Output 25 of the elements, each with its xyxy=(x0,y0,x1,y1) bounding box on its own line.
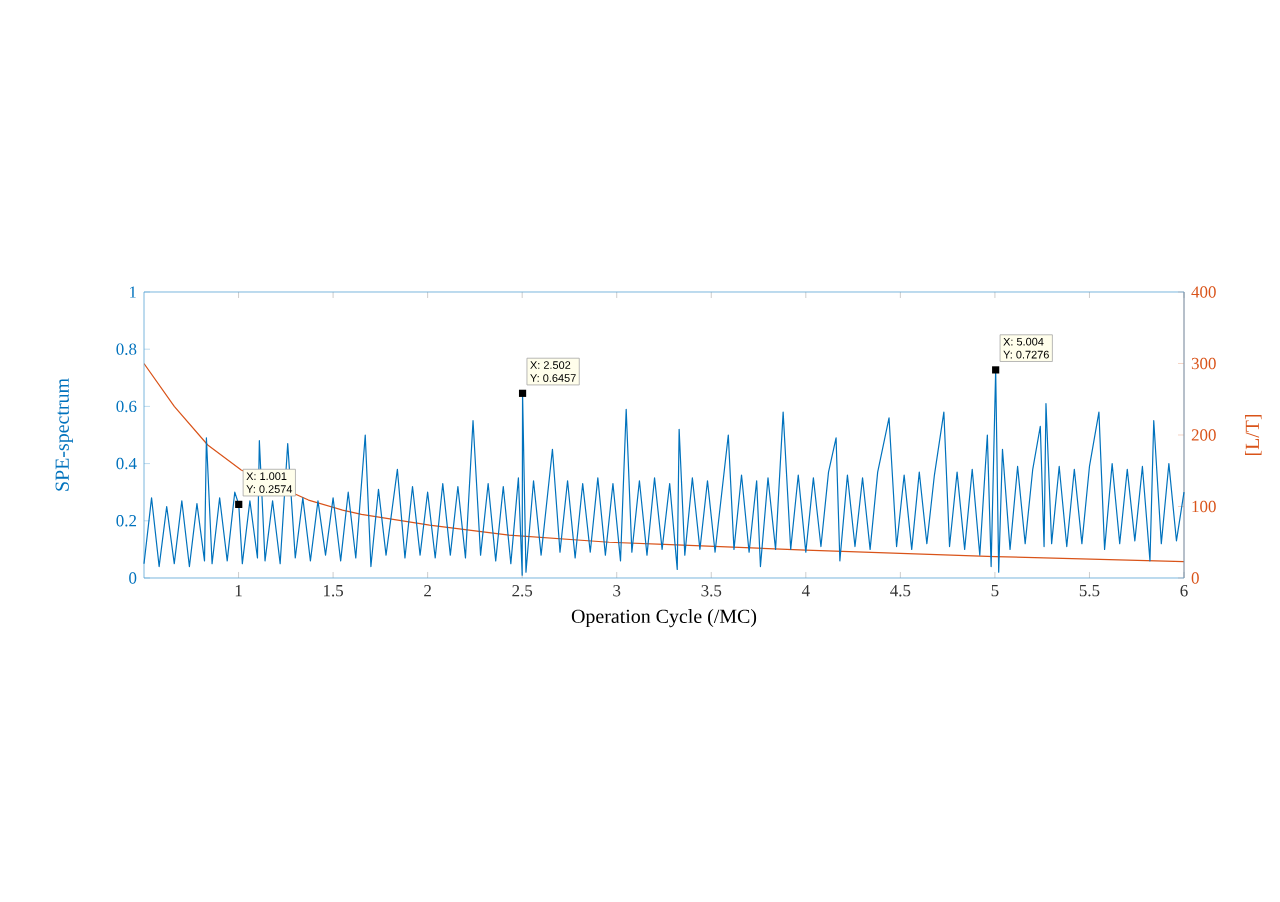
y2-tick-label: 200 xyxy=(1191,429,1216,441)
x-tick-label: 4.5 xyxy=(890,585,911,597)
x-tick-label: 2.5 xyxy=(512,585,533,597)
y2-tick-label: 0 xyxy=(1191,572,1199,584)
y-tick-label: 1 xyxy=(129,286,136,298)
y-axis-title: SPE-spectrum xyxy=(55,378,73,491)
x-tick-label: 4 xyxy=(801,585,810,597)
x-tick-label: 1 xyxy=(235,585,242,597)
x-tick-label: 2 xyxy=(424,585,431,597)
x-axis-title: Operation Cycle (/MC) xyxy=(571,609,757,628)
y-tick-label: 0.2 xyxy=(116,515,137,527)
y-tick-label: 0 xyxy=(129,572,137,584)
y2-tick-label: 400 xyxy=(1191,286,1216,298)
y-tick-label: 0.8 xyxy=(116,343,137,355)
y2-axis-title: [L/T] xyxy=(1245,414,1262,456)
x-tick-label: 5 xyxy=(991,585,999,597)
x-tick-label: 6 xyxy=(1180,585,1188,597)
x-tick-label: 1.5 xyxy=(324,585,344,597)
x-tick-label: 3.5 xyxy=(701,585,722,597)
y-tick-label: 0.4 xyxy=(116,457,137,470)
x-tick-label: 3 xyxy=(613,585,621,597)
y2-tick-label: 100 xyxy=(1192,500,1216,513)
y2-tick-label: 300 xyxy=(1191,357,1216,370)
x-tick-label: 5.5 xyxy=(1079,585,1100,597)
y-tick-label: 0.6 xyxy=(116,400,137,413)
